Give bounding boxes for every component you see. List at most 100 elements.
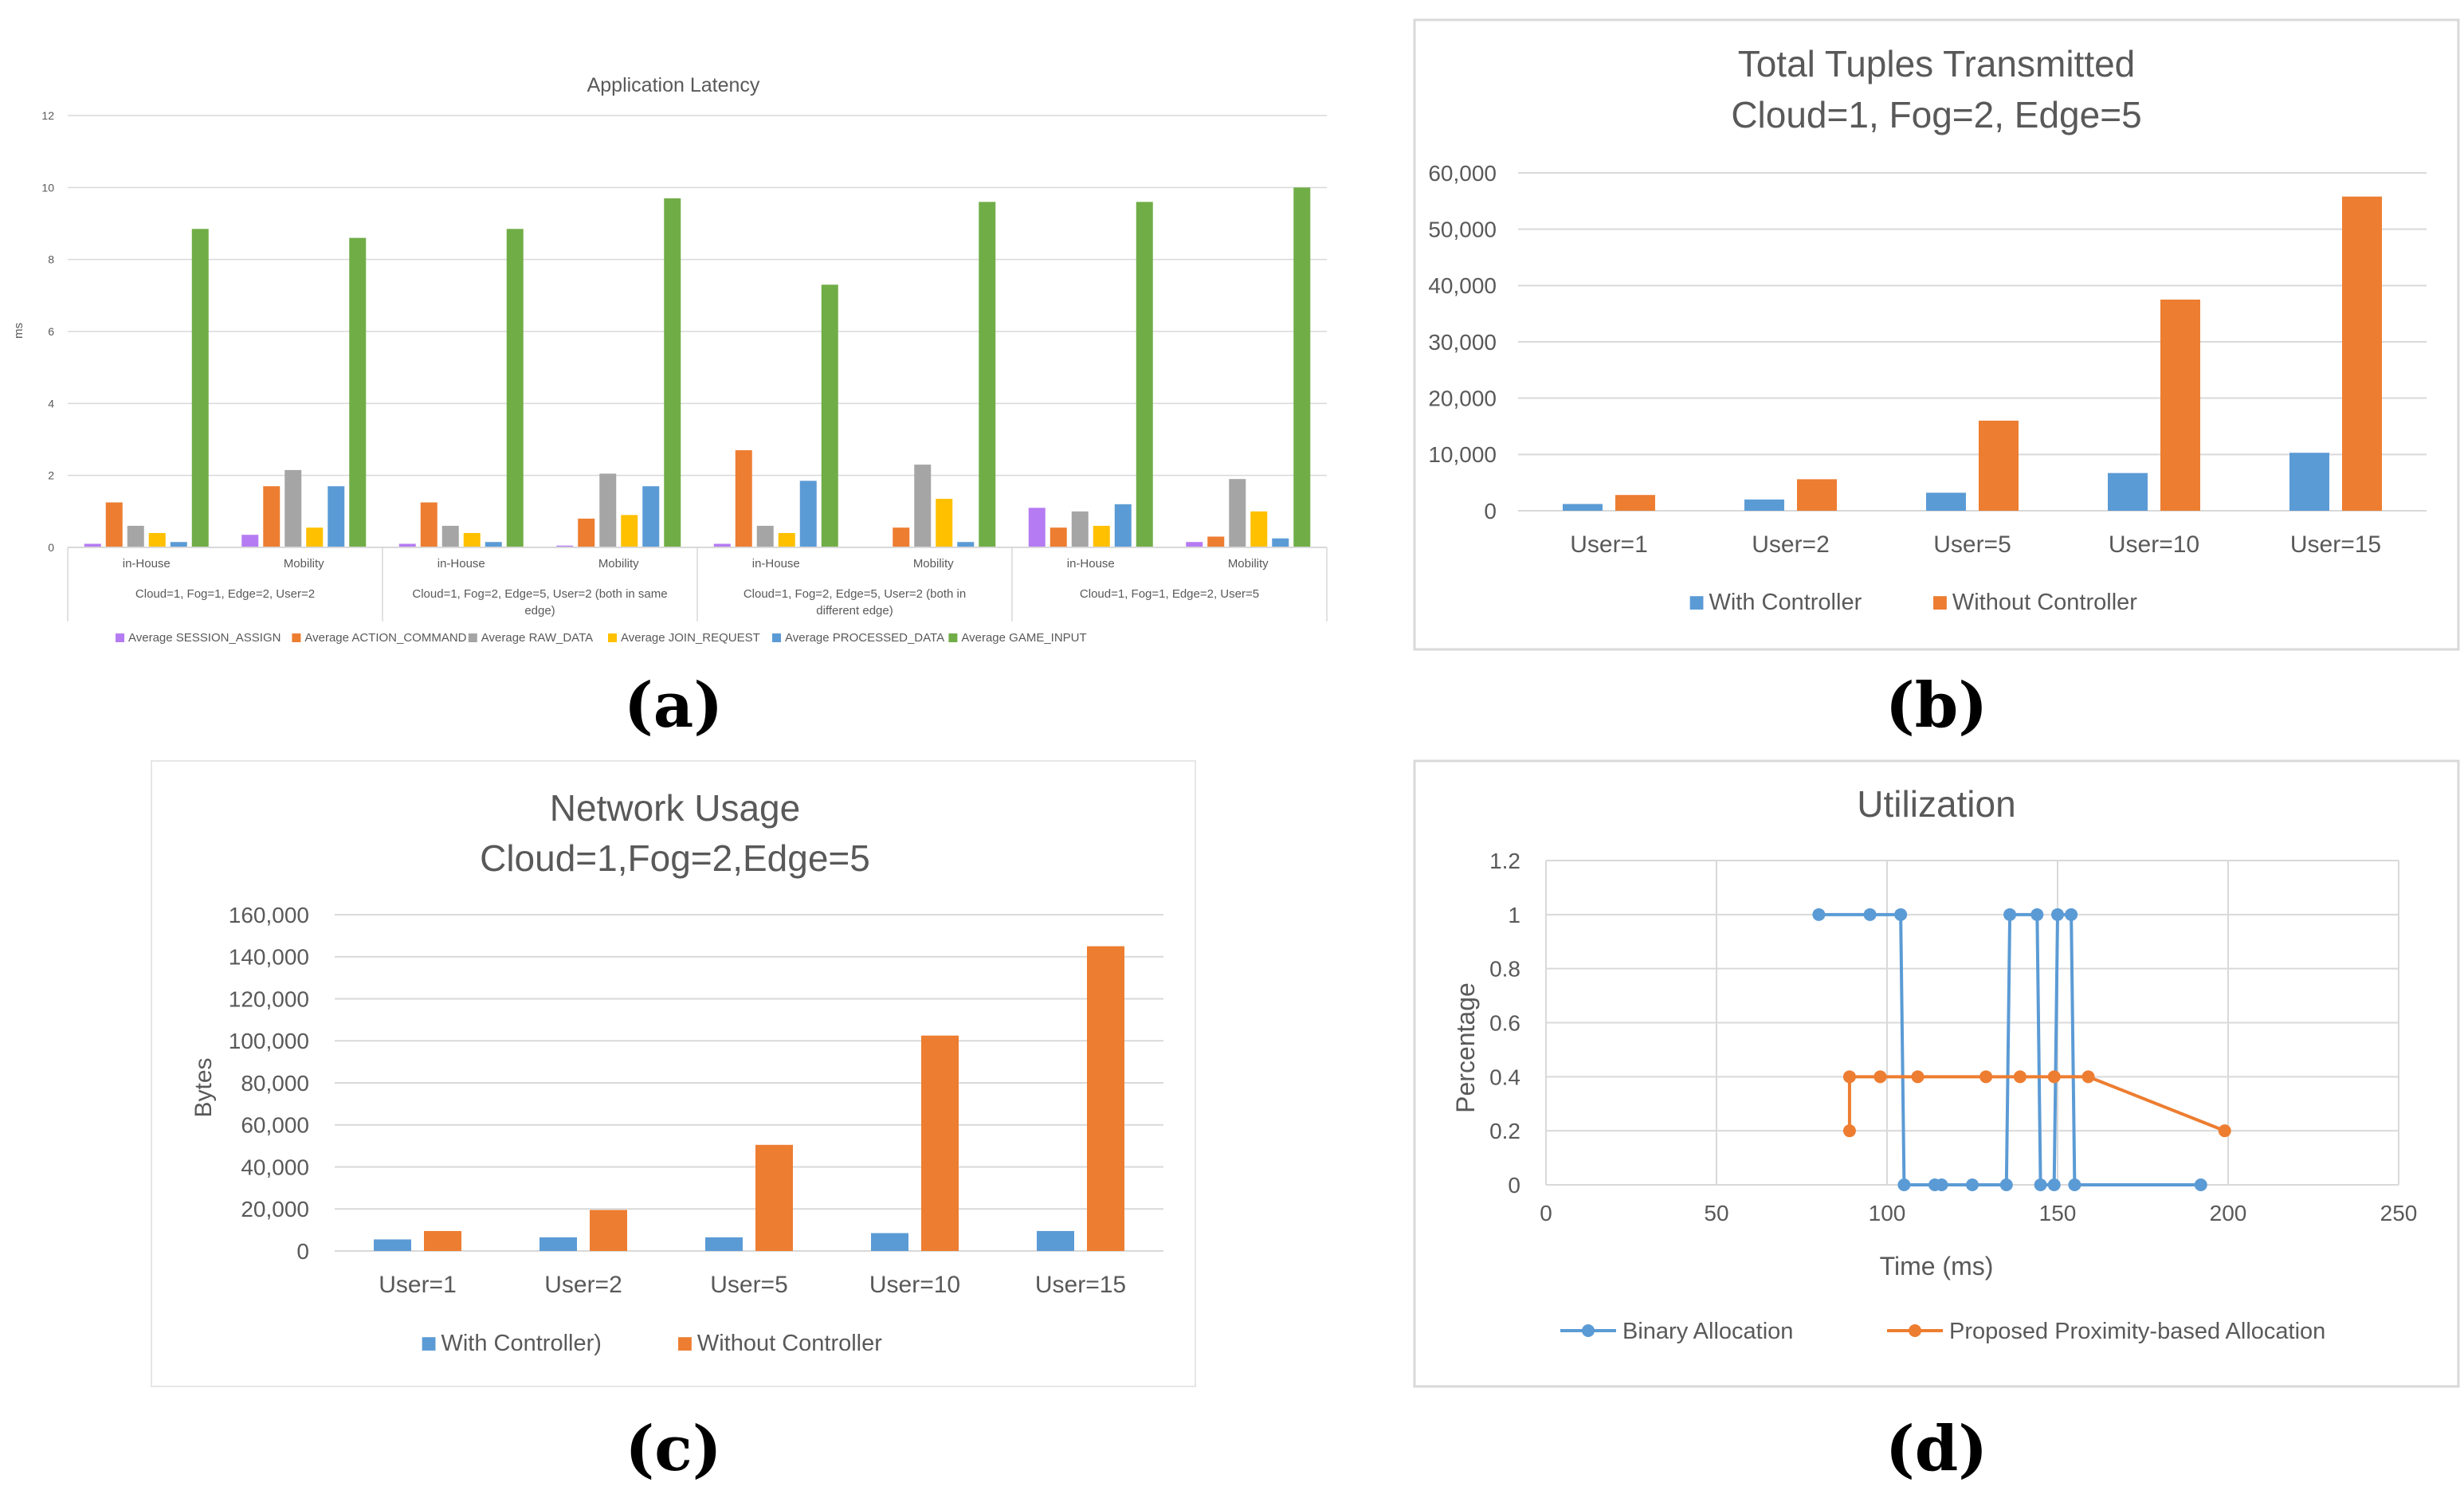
chart-c-bar [539, 1237, 577, 1251]
panel-label-a: (a) [624, 669, 723, 742]
chart-a-category-label: in-House [123, 557, 171, 571]
chart-c-ytick-label: 140,000 [229, 945, 309, 970]
chart-a-bar [621, 515, 638, 547]
chart-a-bar [284, 469, 302, 547]
chart-a-legend-swatch [772, 633, 781, 642]
chart-a-group-label: Cloud=1, Fog=1, Edge=2, User=5 [1080, 587, 1259, 601]
chart-d-point [1979, 1070, 1993, 1084]
chart-a-bar [556, 545, 574, 547]
chart-b-bar [1979, 420, 2019, 511]
chart-b-bar [1797, 479, 1837, 511]
chart-d-point [2081, 1070, 2095, 1084]
chart-d-point [1999, 1178, 2013, 1191]
panel-c-frame [151, 760, 1196, 1387]
chart-d-point [1812, 908, 1826, 921]
chart-c-legend-swatch [422, 1337, 436, 1351]
chart-d-xlabel: Time (ms) [1880, 1252, 1994, 1280]
chart-b-bar [2108, 473, 2148, 511]
chart-a-ylabel: ms [12, 323, 26, 339]
chart-a-legend-swatch [292, 633, 301, 642]
chart-a-bar [1114, 504, 1132, 547]
chart-a-bar [441, 525, 459, 547]
chart-a-legend-label: Average RAW_DATA [481, 631, 593, 645]
chart-b-bar [2342, 196, 2382, 511]
chart-d-point [2194, 1178, 2207, 1191]
chart-d-xtick-label: 0 [1540, 1201, 1552, 1225]
chart-a-bar [1071, 511, 1089, 547]
chart-d-point [1966, 1178, 1979, 1191]
chart-b-legend-label: With Controller [1709, 590, 1862, 615]
chart-a-category-label: in-House [752, 557, 800, 571]
chart-d-point [1842, 1070, 1856, 1084]
chart-a-bar [1136, 202, 1153, 547]
chart-b-bar [2160, 300, 2200, 511]
chart-b-bar [1615, 495, 1655, 511]
chart-a-category-label: Mobility [1228, 557, 1269, 571]
chart-c-ytick-label: 80,000 [241, 1071, 309, 1096]
chart-a-group-label: Cloud=1, Fog=1, Edge=2, User=2 [135, 587, 315, 601]
chart-d-point [1935, 1178, 1948, 1191]
chart-b-legend-swatch [1933, 596, 1947, 610]
chart-b-ytick-label: 50,000 [1428, 217, 1497, 241]
chart-a-title: Application Latency [587, 74, 760, 96]
chart-a-ytick-label: 2 [48, 469, 54, 482]
chart-b-ytick-label: 0 [1484, 499, 1497, 523]
chart-d-xtick-label: 100 [1869, 1201, 1906, 1225]
chart-d-point [2068, 1178, 2081, 1191]
chart-c-ytick-label: 40,000 [241, 1155, 309, 1179]
chart-a-bar [105, 502, 123, 547]
chart-a-bar [936, 499, 953, 547]
chart-a-group-label: Cloud=1, Fog=2, Edge=5, User=2 (both in d… [744, 587, 966, 618]
chart-a-bar [1250, 511, 1268, 547]
chart-a-bar [170, 542, 187, 547]
chart-d-legend-label: Binary Allocation [1622, 1319, 1793, 1344]
chart-d-point [1897, 1178, 1911, 1191]
chart-a-bar [642, 486, 660, 547]
chart-d-point [2030, 908, 2044, 921]
chart-c-ytick-label: 0 [296, 1239, 309, 1264]
chart-d-point [1863, 908, 1877, 921]
chart-a-legend-swatch [948, 633, 958, 642]
chart-d-ytick-label: 1.2 [1489, 849, 1520, 873]
chart-c-bar [374, 1239, 411, 1251]
chart-c-category-label: User=15 [1035, 1272, 1126, 1298]
chart-a-category-label: Mobility [598, 557, 639, 571]
chart-a-bar [84, 543, 101, 547]
chart-c-bar [1037, 1230, 1074, 1251]
chart-b-category-label: User=2 [1752, 531, 1830, 558]
chart-d-point [2003, 908, 2017, 921]
chart-b-title: Total Tuples Transmitted [1738, 43, 2136, 84]
chart-a-ytick-label: 8 [48, 253, 54, 266]
chart-d-legend-label: Proposed Proximity-based Allocation [1949, 1319, 2325, 1344]
chart-d-ytick-label: 0 [1508, 1173, 1520, 1198]
chart-b-legend-swatch [1689, 596, 1704, 610]
chart-d-legend-marker [1909, 1324, 1921, 1337]
chart-a-ytick-label: 0 [48, 541, 54, 554]
chart-a-bar [263, 486, 281, 547]
chart-a-plot: 0 2 4 6 8 10 12 in-House Mobility in-House Mobilit… [41, 109, 1328, 645]
chart-c-category-label: User=2 [544, 1272, 622, 1298]
chart-d-point [1842, 1124, 1856, 1138]
chart-d-point [2013, 1070, 2027, 1084]
chart-c-title: Network Usage [550, 787, 800, 829]
panel-d-frame [1413, 759, 2460, 1388]
chart-a-ytick-label: 4 [48, 397, 54, 410]
chart-d-ytick-label: 1 [1508, 903, 1520, 927]
chart-c-category-label: User=1 [379, 1272, 457, 1298]
panel-label-d: (d) [1885, 1413, 1987, 1485]
chart-c-bar [755, 1144, 793, 1251]
chart-d-series-line [1819, 912, 2201, 1186]
panel-label-b: (b) [1885, 669, 1987, 742]
chart-a-category-label: Mobility [284, 557, 324, 571]
chart-a-ytick-label: 10 [41, 181, 54, 194]
chart-d-xtick-label: 250 [2380, 1201, 2418, 1225]
chart-b-bar [1563, 504, 1603, 511]
chart-c-ytick-label: 100,000 [229, 1029, 309, 1053]
chart-a-bar [735, 450, 752, 547]
chart-d-xtick-label: 150 [2039, 1201, 2077, 1225]
chart-d-legend-marker [1582, 1324, 1595, 1337]
chart-a-bar [1272, 538, 1289, 547]
chart-c-bar [871, 1233, 908, 1251]
chart-a-legend-label: Average JOIN_REQUEST [621, 631, 760, 645]
